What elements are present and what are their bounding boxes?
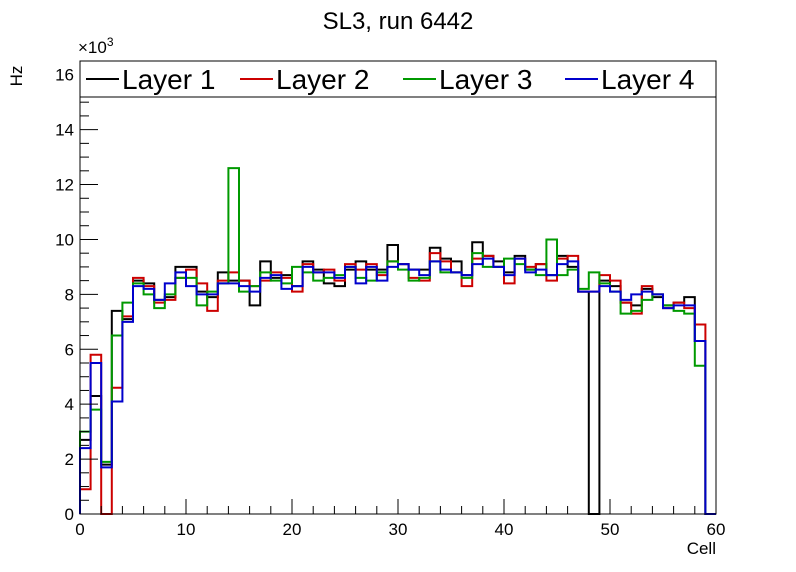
x-tick-label: 10	[177, 520, 196, 539]
y-tick-label: 12	[55, 176, 74, 195]
y-axis-exponent-base: ×10	[78, 38, 107, 57]
y-tick-label: 6	[65, 340, 74, 359]
chart-title: SL3, run 6442	[323, 8, 474, 35]
y-tick-label: 14	[55, 121, 74, 140]
x-tick-label: 40	[495, 520, 514, 539]
series-layer	[79, 167, 716, 515]
x-tick-label: 20	[283, 520, 302, 539]
y-tick-label: 10	[55, 230, 74, 249]
axes-layer: 0 10 20 30 40 50 60 0 2 4 6 8 10 12 14 16	[55, 60, 726, 539]
y-tick-label: 4	[65, 395, 74, 414]
y-tick-label: 8	[65, 285, 74, 304]
legend-box	[79, 60, 717, 98]
series-line-layer-4	[79, 257, 716, 515]
x-tick-label: 0	[75, 520, 84, 539]
y-axis-label: Hz	[7, 66, 26, 87]
legend-label-layer-3: Layer 3	[439, 64, 532, 95]
legend-label-layer-2: Layer 2	[276, 64, 369, 95]
y-tick-label: 2	[65, 450, 74, 469]
y-axis-exponent-power: 3	[107, 35, 114, 49]
legend-label-layer-1: Layer 1	[122, 64, 215, 95]
x-tick-label: 30	[389, 520, 408, 539]
legend-label-layer-4: Layer 4	[601, 64, 694, 95]
x-tick-label: 50	[601, 520, 620, 539]
x-tick-label: 60	[707, 520, 726, 539]
y-tick-label: 16	[55, 66, 74, 85]
plot-frame	[79, 60, 717, 515]
y-tick-label: 0	[65, 505, 74, 524]
legend: Layer 1 Layer 2 Layer 3 Layer 4	[79, 60, 717, 98]
x-axis-label: Cell	[687, 539, 716, 558]
y-axis-exponent: ×103	[78, 35, 114, 57]
